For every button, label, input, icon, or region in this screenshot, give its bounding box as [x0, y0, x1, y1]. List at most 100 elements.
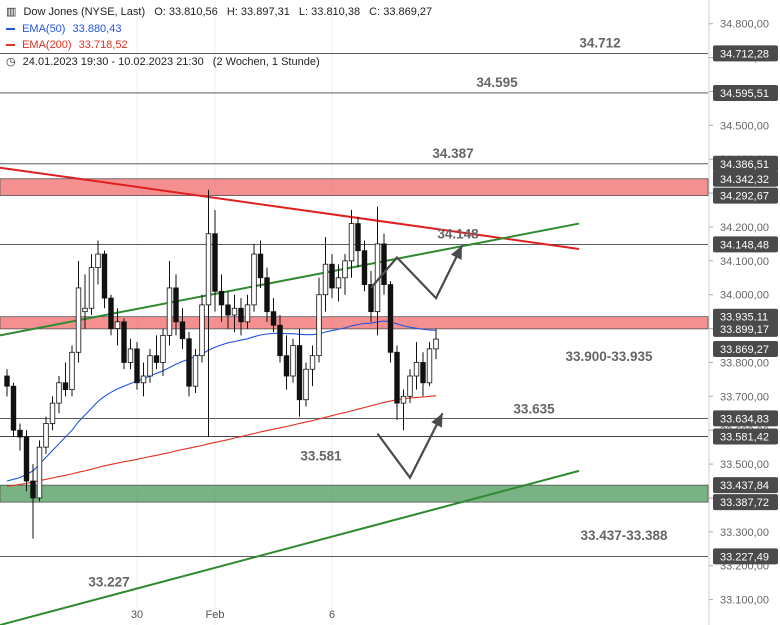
- y-tick-label: 34.500,00: [720, 120, 769, 132]
- candle-body: [342, 260, 348, 279]
- candle-body: [303, 368, 309, 401]
- candle-body: [212, 233, 218, 292]
- candle-body: [43, 423, 49, 448]
- candle: [134, 342, 140, 390]
- candle-body: [413, 362, 420, 377]
- ema200-swatch: [6, 44, 15, 47]
- candle: [114, 308, 121, 346]
- candle: [374, 206, 381, 336]
- level-price-label-tag: 33.227,49: [713, 548, 778, 565]
- last-price-label: 33.869,27: [720, 344, 769, 356]
- level-price-label: 33.634,83: [720, 413, 769, 425]
- y-tick-label: 34.200,00: [720, 222, 769, 234]
- candle-body: [251, 253, 257, 306]
- ema200-label: EMA(200): [22, 39, 72, 51]
- level-price-label-tag: 33.581,42: [713, 428, 778, 445]
- level-annotation: 34.712: [579, 35, 620, 50]
- candle: [101, 250, 108, 309]
- candle-body: [290, 345, 296, 377]
- candle-body: [387, 284, 394, 353]
- price-axis[interactable]: 34.800,0034.700,0034.600,0034.500,0034.4…: [709, 19, 778, 607]
- arrow-head-icon: [450, 245, 462, 260]
- candle-body: [179, 321, 186, 340]
- candle-body: [10, 385, 17, 431]
- candle-body: [101, 253, 108, 299]
- level-price-label-tag: 34.712,28: [713, 45, 778, 62]
- candle: [36, 440, 43, 502]
- candle-body: [407, 375, 413, 397]
- zone-price-label: 34.342,32: [720, 174, 769, 186]
- candle: [342, 254, 348, 295]
- ema50-value: 33.880,43: [72, 23, 122, 35]
- candle: [303, 362, 309, 407]
- candle: [355, 216, 361, 268]
- candle: [160, 328, 166, 377]
- candle-body: [173, 287, 179, 323]
- candle-body: [140, 375, 147, 384]
- projection-arrow-path: [370, 245, 463, 300]
- candle: [231, 294, 238, 332]
- candle-body: [238, 307, 244, 323]
- candle-body: [17, 429, 23, 438]
- header-quote: ▥ Dow Jones (NYSE, Last) O: 33.810,56 H:…: [6, 5, 438, 18]
- zone-price-label-tag-bg: [713, 320, 778, 337]
- zone-price-label: 33.387,72: [720, 497, 769, 509]
- candle: [62, 362, 69, 397]
- candle: [277, 315, 283, 363]
- projection-arrow-path: [376, 412, 444, 480]
- candle: [108, 294, 114, 336]
- level-price-label: 33.581,42: [720, 432, 769, 444]
- candle-body: [335, 277, 342, 289]
- ema200-line: [6, 395, 437, 487]
- level-annotation: 33.635: [513, 401, 555, 416]
- candle-body: [257, 253, 264, 279]
- candle: [270, 298, 277, 332]
- candle-body: [69, 351, 75, 390]
- candle: [179, 308, 186, 349]
- bar-chart-icon[interactable]: ▥: [6, 6, 17, 18]
- candle-body: [30, 480, 36, 499]
- level-annotation: 33.227: [88, 574, 129, 589]
- candle: [257, 240, 264, 288]
- level-price-label-tag: 34.595,51: [713, 84, 778, 101]
- level-price-label-tag-bg: [713, 428, 778, 445]
- zone-price-label-tag-bg: [713, 170, 778, 187]
- time-axis[interactable]: 30 Feb 6: [131, 609, 335, 621]
- candle: [205, 189, 212, 437]
- candle: [322, 237, 329, 312]
- ema50-swatch: [6, 28, 15, 31]
- candle-body: [283, 355, 290, 377]
- candle-body: [186, 338, 192, 387]
- candle-body: [75, 287, 82, 353]
- candle: [400, 389, 407, 431]
- candle-body: [309, 355, 316, 370]
- level-price-label-tag: 33.634,83: [713, 410, 778, 427]
- y-tick-label: 33.500,00: [720, 459, 769, 471]
- candle-body: [153, 355, 160, 363]
- candle: [420, 352, 426, 397]
- level-price-label-tag: 34.148,48: [713, 236, 778, 253]
- zone-support: [0, 484, 709, 503]
- zone-price-label: 33.935,11: [720, 312, 768, 324]
- level-price-label-tag-bg: [713, 45, 778, 62]
- candle: [56, 376, 62, 414]
- candle-body: [329, 263, 335, 289]
- level-price-label: 33.227,49: [720, 551, 769, 563]
- x-tick-label: 6: [329, 609, 335, 621]
- open-value: O: 33.810,56: [154, 6, 218, 18]
- candle: [361, 240, 368, 292]
- candle-body: [322, 263, 329, 296]
- level-price-label-tag: 34.386,51: [713, 155, 778, 172]
- level-price-label: 34.595,51: [720, 88, 769, 100]
- candle-body: [56, 382, 62, 404]
- candle: [244, 294, 251, 329]
- candle-body: [166, 287, 173, 336]
- candle: [153, 335, 160, 370]
- candle-body: [348, 223, 355, 262]
- projection-arrows: [370, 245, 463, 480]
- candle-body: [62, 382, 69, 390]
- zone-price-label-tag: 34.292,67: [713, 187, 778, 204]
- level-annotations: 34.712 34.595 34.387 34.148 33.635 33.581 33.2…: [88, 35, 668, 589]
- candle: [140, 362, 147, 397]
